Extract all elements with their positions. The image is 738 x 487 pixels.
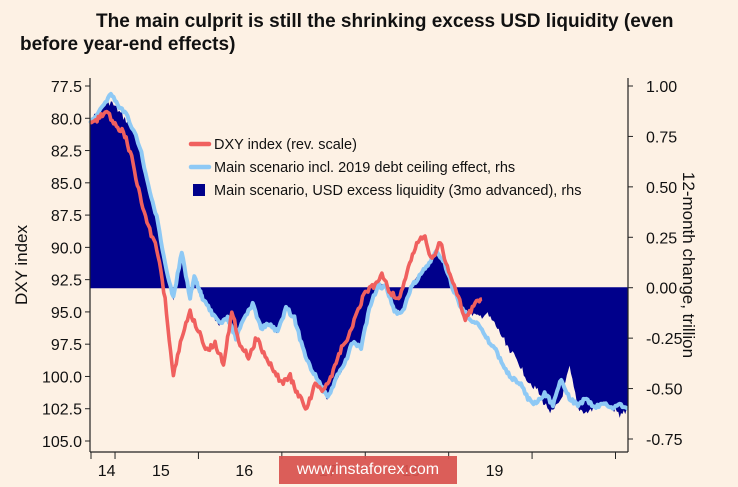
legend: DXY index (rev. scale) Main scenario incl… (188, 137, 581, 199)
x-tick-label: 14 (98, 463, 116, 480)
y-axis-label-right: 12-month change, trillion (679, 172, 698, 358)
left-tick-label: 77.5 (51, 79, 82, 96)
left-tick-label: 90.0 (51, 240, 82, 257)
right-tick-label: -0.25 (646, 331, 683, 348)
line-layer (88, 91, 629, 411)
left-tick-label: 97.5 (51, 337, 82, 354)
left-tick-label: 105.0 (42, 434, 82, 451)
right-tick-label: -0.75 (646, 432, 683, 449)
left-tick-label: 95.0 (51, 305, 82, 322)
left-tick-label: 102.5 (42, 402, 82, 419)
right-tick-label: 0.75 (646, 129, 677, 146)
series-line-main_scenario (88, 91, 629, 411)
left-tick-label: 85.0 (51, 176, 82, 193)
x-tick-label: 16 (235, 463, 253, 480)
right-tick-label: 1.00 (646, 79, 677, 96)
y-axis-label-left: DXY index (12, 224, 31, 305)
series-area-excess_liquidity (90, 100, 628, 418)
area-layer (90, 100, 628, 418)
legend-swatch-excess_liquidity (193, 184, 205, 196)
left-tick-label: 82.5 (51, 144, 82, 161)
legend-label-excess_liquidity: Main scenario, USD excess liquidity (3mo… (214, 183, 581, 199)
x-tick-label: 19 (486, 463, 504, 480)
legend-label-dxy: DXY index (rev. scale) (214, 137, 357, 153)
x-tick-label: 15 (152, 463, 170, 480)
left-tick-label: 92.5 (51, 273, 82, 290)
right-tick-label: -0.50 (646, 382, 683, 399)
chart-title: The main culprit is still the shrinking … (20, 11, 674, 55)
right-tick-label: 0.25 (646, 230, 677, 247)
left-tick-label: 87.5 (51, 208, 82, 225)
left-tick-label: 100.0 (42, 369, 82, 386)
legend-label-main_scenario: Main scenario incl. 2019 debt ceiling ef… (214, 160, 515, 176)
right-tick-label: 0.50 (646, 180, 677, 197)
right-tick-label: 0.00 (646, 281, 677, 298)
series-line-dxy (89, 109, 483, 411)
left-tick-label: 80.0 (51, 111, 82, 128)
axes-layer: 77.5 80.0 82.5 85.0 87.5 90.0 92.5 95.0 97.5 100.… (42, 78, 683, 480)
watermark: www.instaforex.com (279, 456, 457, 484)
